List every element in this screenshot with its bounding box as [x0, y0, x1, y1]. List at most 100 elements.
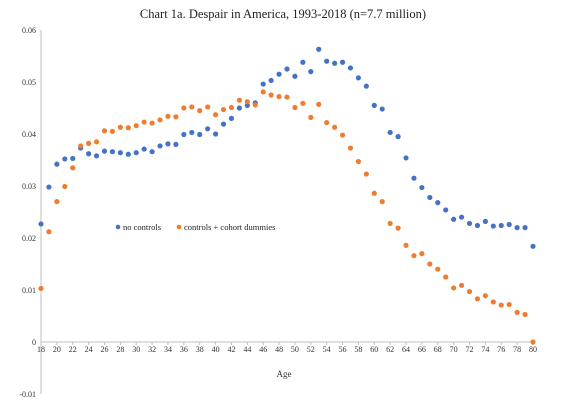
legend-label-controls-cohort: controls + cohort dummies: [184, 222, 275, 232]
point-controls-cohort-dummies: [46, 229, 52, 235]
point-controls-cohort-dummies: [490, 299, 496, 305]
point-no-controls: [173, 141, 179, 147]
point-controls-cohort-dummies: [165, 113, 171, 119]
point-no-controls: [292, 73, 298, 79]
point-no-controls: [395, 134, 401, 140]
y-tick-label: 0.04: [22, 130, 36, 139]
point-controls-cohort-dummies: [324, 119, 330, 126]
point-controls-cohort-dummies: [474, 296, 481, 302]
point-no-controls: [522, 225, 528, 231]
point-controls-cohort-dummies: [530, 339, 536, 345]
x-tick-label: 58: [354, 345, 362, 354]
point-controls-cohort-dummies: [125, 125, 131, 131]
x-tick-label: 26: [100, 345, 108, 354]
point-controls-cohort-dummies: [149, 120, 155, 126]
point-no-controls: [109, 149, 116, 155]
x-tick-label: 22: [69, 345, 77, 354]
point-controls-cohort-dummies: [54, 199, 60, 205]
point-controls-cohort-dummies: [205, 104, 211, 110]
point-controls-cohort-dummies: [411, 253, 417, 259]
x-tick-label: 50: [291, 345, 299, 354]
point-controls-cohort-dummies: [101, 128, 108, 134]
data-points: [38, 46, 536, 345]
x-tick-label: 70: [450, 345, 458, 354]
point-no-controls: [458, 214, 465, 220]
point-no-controls: [181, 131, 187, 138]
point-controls-cohort-dummies: [451, 285, 457, 291]
point-no-controls: [387, 129, 393, 136]
point-no-controls: [165, 141, 171, 147]
point-controls-cohort-dummies: [300, 100, 306, 106]
point-no-controls: [197, 131, 203, 138]
x-tick-label: 42: [227, 345, 235, 354]
x-tick-label: 60: [370, 345, 378, 354]
point-controls-cohort-dummies: [109, 128, 116, 134]
point-no-controls: [530, 243, 536, 249]
x-tick-label: 80: [529, 345, 537, 354]
point-no-controls: [212, 131, 219, 137]
point-controls-cohort-dummies: [141, 119, 147, 125]
point-no-controls: [149, 149, 155, 155]
point-controls-cohort-dummies: [363, 171, 369, 177]
point-no-controls: [125, 151, 131, 157]
point-no-controls: [117, 150, 123, 156]
point-no-controls: [38, 221, 44, 227]
point-no-controls: [93, 153, 100, 159]
point-controls-cohort-dummies: [38, 285, 44, 292]
point-controls-cohort-dummies: [347, 145, 354, 151]
point-no-controls: [355, 75, 362, 81]
x-tick-label: 34: [164, 345, 172, 354]
point-no-controls: [157, 143, 163, 149]
x-tick-label: 40: [212, 345, 220, 354]
point-no-controls: [482, 218, 488, 224]
x-tick-label: 72: [466, 345, 474, 354]
y-tick-labels: 0.06 0.05 0.04 0.03 0.02 0.01 0 -0.01: [19, 26, 36, 399]
point-controls-cohort-dummies: [466, 288, 473, 295]
point-no-controls: [308, 69, 314, 75]
point-no-controls: [324, 58, 330, 64]
point-controls-cohort-dummies: [189, 104, 195, 110]
point-no-controls: [443, 207, 449, 213]
y-tick-label: 0.03: [22, 182, 36, 191]
y-tick-label: 0.02: [22, 234, 36, 243]
point-controls-cohort-dummies: [339, 132, 346, 138]
legend: no controls controls + cohort dummies: [115, 222, 275, 232]
legend-marker-no-controls: [115, 224, 121, 230]
point-no-controls: [371, 102, 377, 108]
point-controls-cohort-dummies: [86, 140, 92, 146]
point-controls-cohort-dummies: [93, 139, 100, 145]
y-tick-label: 0: [32, 338, 36, 347]
x-tick-label: 46: [259, 345, 267, 354]
y-tick-label: -0.01: [19, 390, 36, 399]
point-no-controls: [228, 115, 235, 121]
point-controls-cohort-dummies: [308, 114, 314, 120]
point-no-controls: [427, 194, 433, 201]
point-no-controls: [300, 59, 306, 65]
x-tick-label: 18: [37, 345, 45, 354]
x-tick-label: 78: [513, 345, 521, 354]
point-no-controls: [86, 151, 92, 157]
legend-marker-controls-cohort: [176, 224, 182, 230]
point-no-controls: [101, 148, 108, 154]
point-controls-cohort-dummies: [379, 199, 385, 205]
point-no-controls: [466, 220, 473, 227]
point-controls-cohort-dummies: [70, 165, 76, 171]
point-no-controls: [141, 146, 147, 152]
point-controls-cohort-dummies: [387, 220, 393, 227]
point-controls-cohort-dummies: [252, 102, 258, 108]
point-no-controls: [514, 225, 520, 231]
point-controls-cohort-dummies: [157, 117, 163, 123]
point-controls-cohort-dummies: [498, 302, 504, 308]
point-controls-cohort-dummies: [435, 266, 441, 272]
x-tick-label: 62: [386, 345, 394, 354]
point-controls-cohort-dummies: [276, 93, 282, 100]
x-tick-label: 20: [53, 345, 61, 354]
point-controls-cohort-dummies: [62, 183, 68, 190]
point-controls-cohort-dummies: [419, 251, 425, 257]
point-no-controls: [268, 77, 274, 84]
point-controls-cohort-dummies: [316, 101, 322, 107]
point-no-controls: [62, 156, 68, 162]
point-controls-cohort-dummies: [197, 108, 203, 114]
point-no-controls: [133, 150, 139, 156]
